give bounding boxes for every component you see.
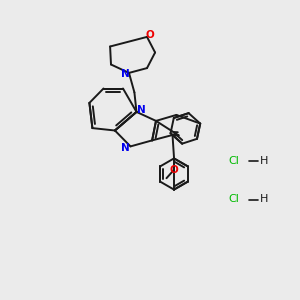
Text: Cl: Cl	[229, 155, 239, 166]
Text: N: N	[136, 104, 146, 115]
Text: H: H	[260, 155, 268, 166]
Text: N: N	[121, 143, 130, 153]
Text: H: H	[260, 194, 268, 205]
Text: O: O	[169, 165, 178, 175]
Text: Cl: Cl	[229, 194, 239, 205]
Text: O: O	[145, 29, 154, 40]
Text: N: N	[121, 69, 130, 80]
